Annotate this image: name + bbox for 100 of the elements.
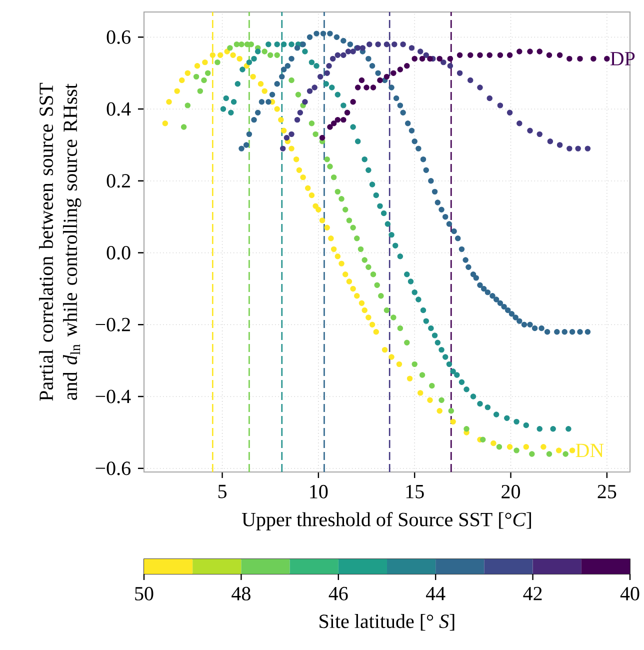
point (324, 156, 330, 162)
point (296, 167, 302, 173)
point (288, 77, 294, 84)
color-bar-label: 42 (523, 586, 542, 600)
point (377, 77, 383, 84)
point (497, 102, 504, 108)
point (358, 246, 364, 252)
color-bar-label: 46 (328, 586, 348, 600)
point (328, 236, 334, 242)
point (312, 203, 318, 209)
point (566, 56, 572, 62)
point (346, 218, 352, 224)
point (250, 74, 256, 80)
point (566, 146, 572, 152)
point (294, 116, 300, 123)
x-tick-label: 10 (310, 484, 328, 498)
point (397, 66, 404, 72)
point (319, 218, 326, 224)
point (362, 307, 368, 314)
point (197, 88, 204, 94)
point (527, 128, 533, 134)
point (577, 56, 583, 62)
point (448, 408, 454, 414)
x-tick-label: 5 (218, 484, 226, 498)
point (540, 444, 546, 450)
point (396, 361, 402, 368)
point (477, 84, 483, 90)
point (378, 293, 384, 299)
y-tick-label: 0.4 (106, 102, 131, 116)
point (436, 56, 442, 62)
point (490, 440, 496, 446)
color-bar-label: 44 (426, 586, 446, 600)
point (523, 444, 530, 450)
point (547, 138, 554, 144)
point (418, 48, 424, 54)
y-tick-label: −0.4 (96, 390, 131, 404)
point (338, 260, 344, 266)
point (184, 102, 191, 108)
point (280, 146, 286, 152)
point (486, 52, 492, 58)
point (427, 56, 433, 62)
point (338, 196, 344, 202)
point (316, 206, 322, 213)
point (295, 92, 302, 98)
point (506, 444, 513, 450)
point (340, 52, 346, 58)
point (370, 84, 376, 90)
point (201, 77, 207, 84)
point (546, 451, 552, 457)
point (334, 254, 341, 260)
point (384, 41, 390, 48)
point (304, 185, 311, 191)
color-bar-label: 48 (232, 586, 250, 600)
point (300, 174, 306, 180)
point (312, 84, 318, 90)
point (468, 52, 474, 58)
point (334, 52, 341, 58)
point (230, 52, 236, 58)
point (366, 314, 372, 320)
point (497, 52, 504, 58)
point (202, 59, 208, 66)
point (288, 146, 294, 152)
point (302, 98, 308, 105)
point (326, 63, 332, 69)
point (267, 52, 274, 58)
point (429, 382, 435, 389)
point (350, 286, 356, 292)
point (362, 257, 368, 263)
color-bar-title: Site latitude [° S] (320, 614, 454, 631)
point (324, 224, 330, 230)
point (327, 164, 333, 170)
point (238, 41, 244, 48)
point (412, 361, 418, 368)
point (464, 426, 470, 432)
point (194, 63, 200, 69)
y-tick-label: −0.2 (96, 318, 130, 332)
point (354, 84, 361, 90)
point (312, 131, 318, 138)
point (440, 59, 446, 66)
point (174, 88, 180, 94)
point (412, 56, 418, 62)
point (506, 52, 513, 58)
point (262, 88, 268, 94)
point (496, 444, 502, 450)
point (369, 322, 376, 328)
point (516, 48, 522, 54)
point (382, 346, 388, 353)
point (214, 59, 220, 66)
point (514, 448, 520, 454)
point (556, 142, 563, 148)
point (274, 106, 280, 112)
point (327, 124, 333, 130)
point (284, 134, 290, 141)
point (590, 56, 596, 62)
point (317, 74, 324, 80)
point (575, 146, 581, 152)
point (604, 56, 610, 62)
point (486, 95, 492, 102)
point (193, 74, 200, 80)
point (562, 451, 568, 457)
